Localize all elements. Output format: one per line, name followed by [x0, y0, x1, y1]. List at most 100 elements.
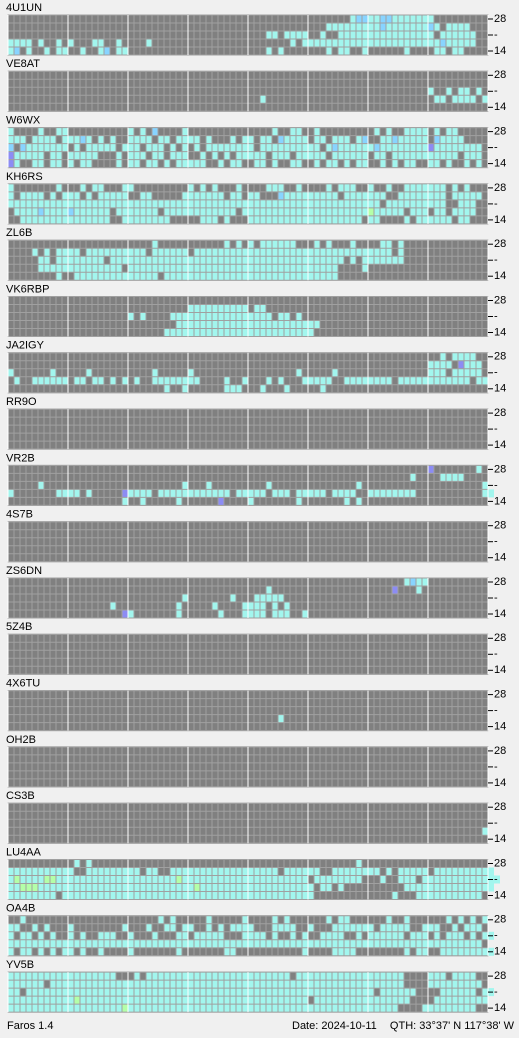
band-label: -: [494, 423, 498, 435]
signal-cell: [212, 988, 218, 997]
signal-cell: [434, 207, 440, 216]
signal-cell: [278, 320, 284, 329]
signal-cell: [392, 489, 398, 498]
signal-cell: [380, 923, 386, 932]
signal-cell: [68, 151, 74, 160]
signal-cell: [140, 939, 146, 948]
signal-cell: [284, 875, 290, 884]
signal-cell: [32, 988, 38, 997]
signal-cell: [224, 376, 230, 385]
signal-cell: [278, 594, 284, 602]
signal-cell: [404, 23, 410, 31]
signal-cell: [194, 939, 200, 948]
signal-cell: [344, 199, 350, 208]
signal-cell: [128, 207, 134, 216]
signal-cell: [320, 135, 326, 144]
signal-cell: [452, 939, 458, 948]
signal-cell: [68, 256, 74, 265]
signal-cell: [296, 497, 302, 506]
signal-cell: [326, 996, 332, 1005]
signal-cell: [170, 151, 176, 160]
signal-cell: [374, 980, 380, 989]
signal-cell: [92, 215, 98, 224]
signal-cell: [152, 891, 158, 900]
signal-cell: [146, 191, 152, 200]
signal-cell: [32, 996, 38, 1005]
signal-cell: [92, 256, 98, 265]
signal-cell: [452, 39, 458, 47]
signal-cell: [494, 875, 500, 884]
signal-cell: [374, 939, 380, 948]
signal-cell: [266, 883, 272, 892]
signal-cell: [218, 207, 224, 216]
signal-cell: [308, 199, 314, 208]
signal-cell: [188, 312, 194, 321]
signal-cell: [284, 602, 290, 610]
signal-cell: [56, 883, 62, 892]
signal-cell: [290, 320, 296, 329]
signal-cell: [350, 1004, 356, 1013]
signal-cell: [206, 1004, 212, 1013]
signal-cell: [374, 996, 380, 1005]
signal-cell: [8, 931, 14, 940]
signal-cell: [278, 489, 284, 498]
signal-cell: [332, 248, 338, 257]
signal-cell: [272, 264, 278, 273]
band-label: -: [494, 142, 498, 154]
signal-cell: [446, 159, 452, 168]
signal-cell: [482, 883, 488, 892]
signal-cell: [278, 972, 284, 981]
signal-cell: [296, 489, 302, 498]
signal-cell: [128, 883, 134, 892]
signal-cell: [242, 883, 248, 892]
signal-cell: [20, 947, 26, 956]
signal-cell: [380, 988, 386, 997]
signal-cell: [470, 883, 476, 892]
signal-cell: [278, 891, 284, 900]
signal-cell: [110, 980, 116, 989]
signal-cell: [278, 207, 284, 216]
signal-cell: [56, 939, 62, 948]
signal-cell: [20, 931, 26, 940]
signal-cell: [212, 183, 218, 192]
signal-cell: [182, 376, 188, 385]
signal-cell: [152, 376, 158, 385]
signal-cell: [344, 135, 350, 144]
signal-cell: [224, 996, 230, 1005]
signal-cell: [122, 272, 128, 281]
signal-cell: [362, 996, 368, 1005]
signal-cell: [344, 875, 350, 884]
signal-cell: [242, 988, 248, 997]
signal-cell: [152, 867, 158, 876]
signal-cell: [86, 980, 92, 989]
signal-cell: [308, 151, 314, 160]
signal-cell: [410, 159, 416, 168]
signal-cell: [62, 875, 68, 884]
signal-cell: [254, 875, 260, 884]
signal-cell: [284, 980, 290, 989]
signal-cell: [380, 39, 386, 47]
signal-cell: [290, 207, 296, 216]
signal-cell: [314, 240, 320, 249]
signal-cell: [266, 312, 272, 321]
signal-cell: [362, 248, 368, 257]
signal-cell: [26, 151, 32, 160]
signal-cell: [386, 923, 392, 932]
signal-cell: [242, 151, 248, 160]
signal-cell: [152, 1004, 158, 1013]
signal-cell: [92, 988, 98, 997]
signal-cell: [416, 867, 422, 876]
signal-cell: [248, 240, 254, 249]
signal-cell: [320, 883, 326, 892]
signal-cell: [308, 891, 314, 900]
signal-cell: [236, 151, 242, 160]
signal-cell: [260, 95, 266, 104]
signal-cell: [134, 199, 140, 208]
signal-cell: [116, 875, 122, 884]
signal-cell: [170, 207, 176, 216]
signal-cell: [194, 191, 200, 200]
signal-cell: [416, 23, 422, 31]
signal-cell: [38, 891, 44, 900]
signal-cell: [128, 151, 134, 160]
